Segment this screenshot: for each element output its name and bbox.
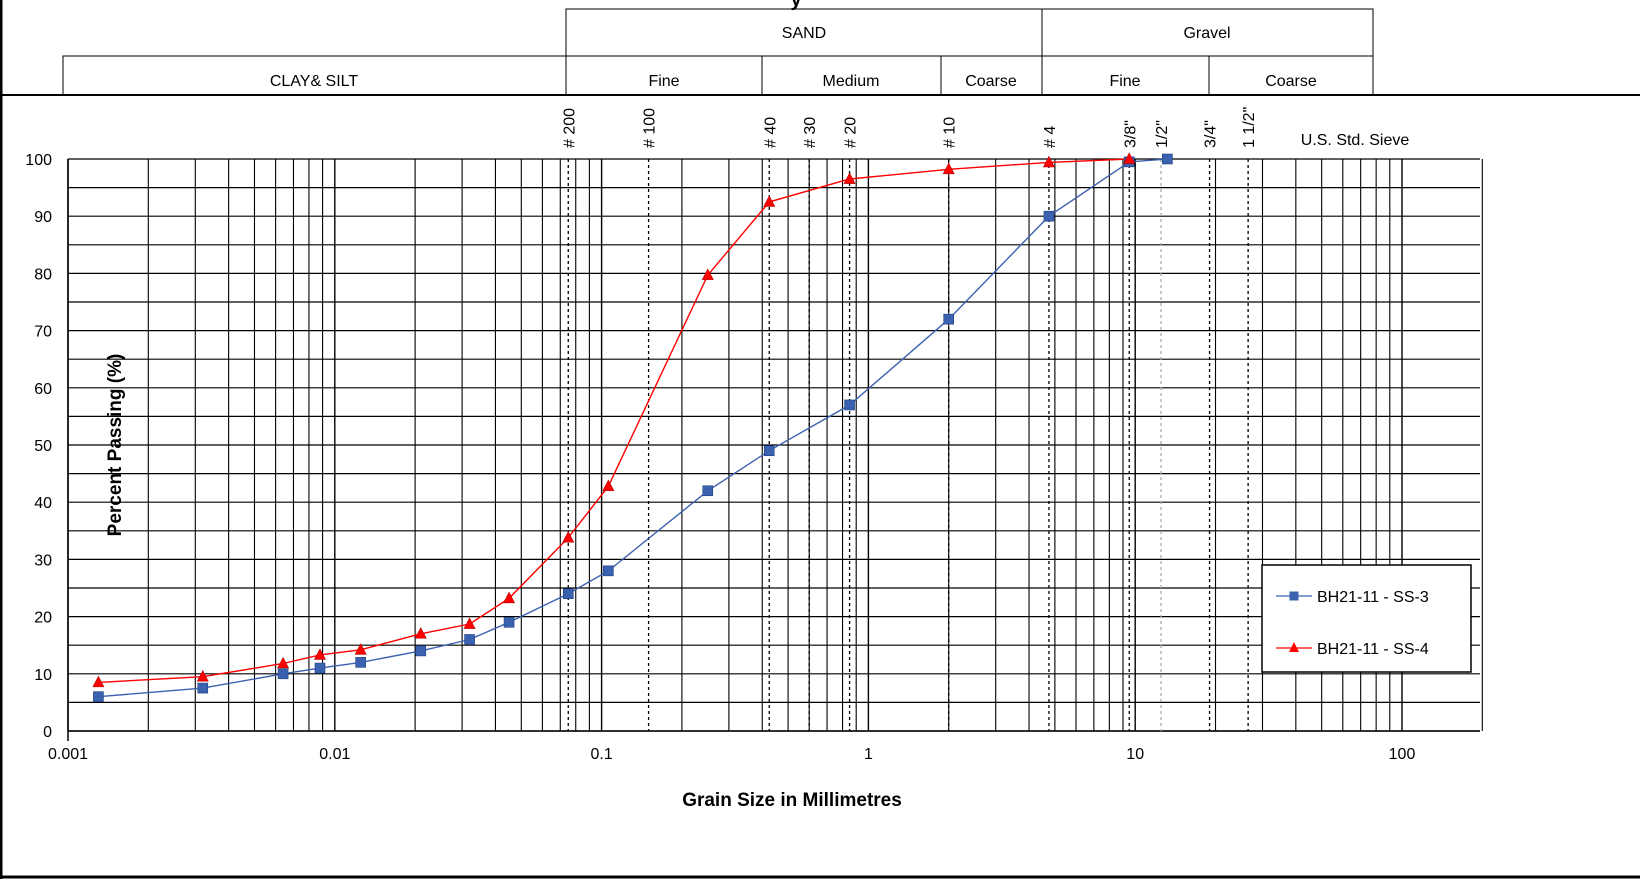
data-point [1042, 155, 1055, 168]
data-point [415, 645, 427, 657]
header-title-fragment: y [790, 0, 802, 11]
data-point [1162, 153, 1173, 165]
sieve-label: 1 1/2" [1241, 107, 1258, 148]
header-gravel-coarse: Coarse [1265, 73, 1317, 90]
data-point [562, 588, 574, 600]
y-axis-label: Percent Passing (%) [105, 354, 126, 537]
data-point [503, 591, 516, 604]
y-tick-labels: 0 10 20 30 40 50 60 70 80 90 100 [25, 152, 52, 741]
data-point [355, 657, 366, 668]
header-gravel-fine: Fine [1109, 73, 1140, 90]
data-point [92, 675, 105, 688]
x-tick-label: 0.001 [48, 746, 88, 763]
data-point [503, 617, 515, 628]
sieve-lines [567, 159, 1249, 731]
sieve-label: # 20 [843, 117, 860, 148]
x-tick-label: 100 [1389, 746, 1416, 763]
data-point [1043, 210, 1055, 222]
y-tick-label: 70 [34, 324, 52, 341]
sieve-label: 3/8" [1122, 120, 1139, 148]
data-point [464, 634, 475, 645]
major-gridlines [67, 158, 1480, 741]
sieve-label: 3/4" [1203, 120, 1220, 148]
header-sand-coarse: Coarse [965, 73, 1017, 90]
legend-label-ss3: BH21-11 - SS-3 [1317, 589, 1429, 606]
data-point [562, 531, 575, 543]
y-tick-label: 40 [34, 495, 52, 512]
legend-label-ss4: BH21-11 - SS-4 [1317, 641, 1429, 658]
sieve-label: # 30 [802, 117, 819, 148]
data-point [314, 662, 326, 674]
sieve-caption: U.S. Std. Sieve [1301, 132, 1410, 149]
header-group-row [565, 8, 1374, 57]
data-point [196, 670, 209, 682]
y-tick-label: 60 [34, 381, 52, 398]
data-point [602, 479, 615, 491]
y-tick-label: 20 [34, 610, 52, 627]
data-point [844, 399, 855, 411]
y-tick-label: 100 [25, 152, 52, 169]
classification-header: y SAND Gravel CLAY& SILT Fine Medium Coa… [62, 0, 1374, 96]
x-tick-label: 1 [864, 746, 873, 763]
header-clay-silt: CLAY& SILT [270, 73, 359, 90]
data-point [313, 648, 326, 660]
header-sand-fine: Fine [648, 73, 679, 90]
y-tick-label: 80 [34, 266, 52, 283]
y-tick-label: 0 [43, 724, 52, 741]
data-point [277, 656, 290, 669]
sieve-label: # 4 [1042, 126, 1059, 148]
series-markers [92, 152, 1173, 702]
y-tick-label: 90 [34, 209, 52, 226]
x-tick-label: 10 [1126, 746, 1144, 763]
data-point [843, 172, 856, 184]
header-sand-medium: Medium [823, 73, 880, 90]
data-point [277, 668, 289, 680]
sieve-label: # 10 [942, 117, 959, 148]
data-point [942, 162, 955, 175]
legend-box [1261, 564, 1472, 673]
series-line [98, 158, 1130, 684]
legend-marker-ss4 [1289, 642, 1299, 652]
legend: BH21-11 - SS-3 BH21-11 - SS-4 [1261, 564, 1472, 673]
data-point [93, 691, 104, 702]
x-axis-label: Grain Size in Millimetres [682, 790, 902, 811]
sieve-labels: # 200 # 100 # 40 # 30 # 20 # 10 # 4 3/8" 1/2" 3/4… [561, 107, 1258, 148]
data-point [702, 485, 714, 497]
data-point [1123, 152, 1136, 164]
sieve-label: # 100 [642, 108, 659, 148]
header-group-gravel: Gravel [1183, 25, 1230, 42]
data-point [603, 565, 614, 577]
y-tick-label: 30 [34, 552, 52, 569]
y-tick-label: 50 [34, 438, 52, 455]
data-point [197, 682, 209, 694]
header-subdivision-row [62, 55, 1374, 96]
data-point [943, 313, 955, 325]
data-point [701, 268, 714, 280]
x-tick-label: 0.1 [590, 746, 612, 763]
data-point [763, 195, 776, 207]
data-point [763, 445, 775, 457]
data-point [354, 643, 367, 655]
data-point [463, 617, 476, 629]
legend-marker-ss3 [1289, 591, 1299, 601]
header-group-sand: SAND [782, 25, 826, 42]
sieve-label: 1/2" [1154, 120, 1171, 148]
data-point [414, 627, 427, 639]
y-tick-label: 10 [34, 667, 52, 684]
sieve-label: # 200 [561, 108, 578, 148]
sieve-label: # 40 [762, 117, 779, 148]
x-tick-label: 0.01 [319, 746, 350, 763]
x-tick-labels: 0.001 0.01 0.1 1 10 100 [48, 746, 1415, 763]
